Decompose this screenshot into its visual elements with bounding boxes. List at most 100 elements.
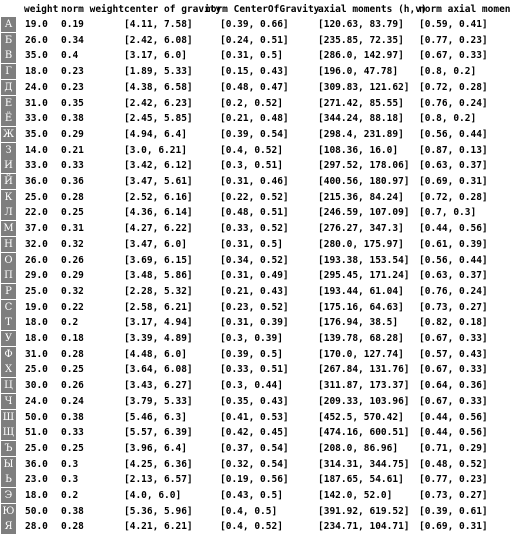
- weight-cell: 50.0: [25, 505, 48, 517]
- norm-center-cell: [0.4, 0.52]: [220, 521, 283, 533]
- axial-moments-cell: [280.0, 175.97]: [318, 238, 404, 250]
- norm-axial-cell: [0.44, 0.56]: [419, 427, 488, 439]
- weight-cell: 25.0: [25, 191, 48, 203]
- axial-moments-cell: [246.59, 107.09]: [318, 207, 410, 219]
- norm-center-cell: [0.4, 0.5]: [220, 505, 278, 517]
- norm-center-cell: [0.31, 0.5]: [220, 50, 283, 62]
- norm-axial-cell: [0.87, 0.13]: [419, 144, 488, 156]
- norm-axial-cell: [0.77, 0.23]: [419, 474, 488, 486]
- letter-glyph-image: И: [1, 158, 16, 174]
- norm-weight-cell: 0.25: [61, 364, 84, 376]
- norm-center-cell: [0.3, 0.39]: [220, 333, 283, 344]
- axial-moments-cell: [235.85, 72.35]: [318, 34, 404, 46]
- axial-moments-cell: [271.42, 85.55]: [318, 97, 404, 109]
- norm-center-cell: [0.37, 0.54]: [220, 442, 289, 454]
- letter-glyph-image: П: [1, 268, 16, 284]
- header-center-of-gravity: center of gravity: [124, 4, 222, 15]
- table-row: Б 26.0 0.34 [2.42, 6.08] [0.24, 0.51] [235.85…: [0, 32, 516, 48]
- weight-cell: 26.0: [25, 34, 48, 46]
- norm-center-cell: [0.43, 0.5]: [220, 490, 283, 501]
- norm-center-cell: [0.24, 0.51]: [220, 34, 289, 46]
- axial-moments-cell: [209.33, 103.96]: [318, 395, 410, 407]
- norm-center-cell: [0.3, 0.44]: [220, 380, 283, 392]
- weight-cell: 14.0: [25, 144, 48, 156]
- norm-weight-cell: 0.26: [61, 254, 84, 266]
- weight-cell: 25.0: [25, 442, 48, 454]
- norm-weight-cell: 0.34: [61, 34, 84, 46]
- table-row: Ш 50.0 0.38 [5.46, 6.3] [0.41, 0.53] [452.5, …: [0, 409, 516, 425]
- norm-axial-cell: [0.73, 0.27]: [419, 301, 488, 313]
- letter-glyph-image: Г: [1, 64, 16, 80]
- norm-weight-cell: 0.33: [61, 427, 84, 439]
- center-of-gravity-cell: [4.94, 6.4]: [124, 128, 187, 140]
- center-of-gravity-cell: [4.36, 6.14]: [124, 207, 193, 219]
- center-of-gravity-cell: [3.47, 5.61]: [124, 176, 193, 187]
- header-norm-weight: norm weight: [61, 4, 124, 15]
- table-row: С 19.0 0.22 [2.58, 6.21] [0.23, 0.52] [175.16…: [0, 299, 516, 315]
- weight-cell: 35.0: [25, 50, 48, 62]
- letter-glyph-image: Й: [1, 174, 16, 189]
- norm-axial-cell: [0.76, 0.24]: [419, 97, 488, 109]
- center-of-gravity-cell: [4.48, 6.0]: [124, 348, 187, 360]
- center-of-gravity-cell: [2.13, 6.57]: [124, 474, 193, 486]
- norm-center-cell: [0.42, 0.45]: [220, 427, 289, 439]
- norm-axial-cell: [0.63, 0.37]: [419, 270, 488, 282]
- table-row: Ы 36.0 0.3 [4.25, 6.36] [0.32, 0.54] [314.31,…: [0, 456, 516, 472]
- norm-center-cell: [0.41, 0.53]: [220, 411, 289, 423]
- table-row: Н 32.0 0.32 [3.47, 6.0] [0.31, 0.5] [280.0, 1…: [0, 236, 516, 252]
- norm-center-cell: [0.31, 0.5]: [220, 238, 283, 250]
- norm-weight-cell: 0.35: [61, 97, 84, 109]
- axial-moments-cell: [193.44, 61.04]: [318, 285, 404, 297]
- center-of-gravity-cell: [3.64, 6.08]: [124, 364, 193, 376]
- weight-cell: 51.0: [25, 427, 48, 439]
- norm-axial-cell: [0.76, 0.24]: [419, 285, 488, 297]
- letter-glyph-image: Ф: [1, 346, 16, 362]
- norm-axial-cell: [0.72, 0.28]: [419, 81, 488, 93]
- norm-center-cell: [0.32, 0.54]: [220, 458, 289, 470]
- norm-center-cell: [0.33, 0.51]: [220, 364, 289, 376]
- center-of-gravity-cell: [3.17, 4.94]: [124, 317, 193, 329]
- axial-moments-cell: [474.16, 600.51]: [318, 427, 410, 439]
- axial-moments-cell: [208.0, 86.96]: [318, 442, 399, 454]
- axial-moments-cell: [298.4, 231.89]: [318, 128, 404, 140]
- letter-glyph-image: С: [1, 299, 16, 315]
- norm-weight-cell: 0.19: [61, 19, 84, 30]
- table-row: Т 18.0 0.2 [3.17, 4.94] [0.31, 0.39] [176.94,…: [0, 314, 516, 331]
- norm-center-cell: [0.21, 0.43]: [220, 285, 289, 297]
- norm-weight-cell: 0.25: [61, 442, 84, 454]
- norm-center-cell: [0.19, 0.56]: [220, 474, 289, 486]
- letter-glyph-image: Х: [1, 362, 16, 378]
- axial-moments-cell: [311.87, 173.37]: [318, 380, 410, 392]
- table-row: Ю 50.0 0.38 [5.36, 5.96] [0.4, 0.5] [391.92, …: [0, 503, 516, 519]
- axial-moments-cell: [452.5, 570.42]: [318, 411, 404, 423]
- weight-cell: 35.0: [25, 128, 48, 140]
- norm-axial-cell: [0.8, 0.2]: [419, 113, 477, 125]
- table-row: Р 25.0 0.32 [2.28, 5.32] [0.21, 0.43] [193.44…: [0, 283, 516, 299]
- norm-axial-cell: [0.67, 0.33]: [419, 50, 488, 62]
- weight-cell: 24.0: [25, 81, 48, 93]
- norm-axial-cell: [0.73, 0.27]: [419, 490, 488, 501]
- norm-axial-cell: [0.67, 0.33]: [419, 333, 488, 344]
- table-row: Ь 23.0 0.3 [2.13, 6.57] [0.19, 0.56] [187.65,…: [0, 471, 516, 488]
- weight-cell: 37.0: [25, 223, 48, 235]
- weight-cell: 33.0: [25, 113, 48, 125]
- weight-cell: 36.0: [25, 176, 48, 187]
- letter-glyph-image: Ь: [1, 472, 16, 488]
- norm-axial-cell: [0.57, 0.43]: [419, 348, 488, 360]
- norm-weight-cell: 0.38: [61, 113, 84, 125]
- table-row: Е 31.0 0.35 [2.42, 6.23] [0.2, 0.52] [271.42,…: [0, 95, 516, 111]
- norm-axial-cell: [0.67, 0.33]: [419, 364, 488, 376]
- norm-center-cell: [0.3, 0.51]: [220, 160, 283, 172]
- center-of-gravity-cell: [4.27, 6.22]: [124, 223, 193, 235]
- letter-glyph-image: Ю: [1, 503, 16, 519]
- norm-weight-cell: 0.33: [61, 160, 84, 172]
- letter-glyph-image: О: [1, 252, 16, 268]
- norm-weight-cell: 0.3: [61, 458, 79, 470]
- center-of-gravity-cell: [3.0, 6.21]: [124, 144, 187, 156]
- norm-weight-cell: 0.26: [61, 380, 84, 392]
- norm-center-cell: [0.48, 0.47]: [220, 81, 289, 93]
- letter-glyph-image: Э: [1, 488, 16, 503]
- letter-glyph-image: Е: [1, 95, 16, 111]
- norm-axial-cell: [0.64, 0.36]: [419, 380, 488, 392]
- weight-cell: 25.0: [25, 364, 48, 376]
